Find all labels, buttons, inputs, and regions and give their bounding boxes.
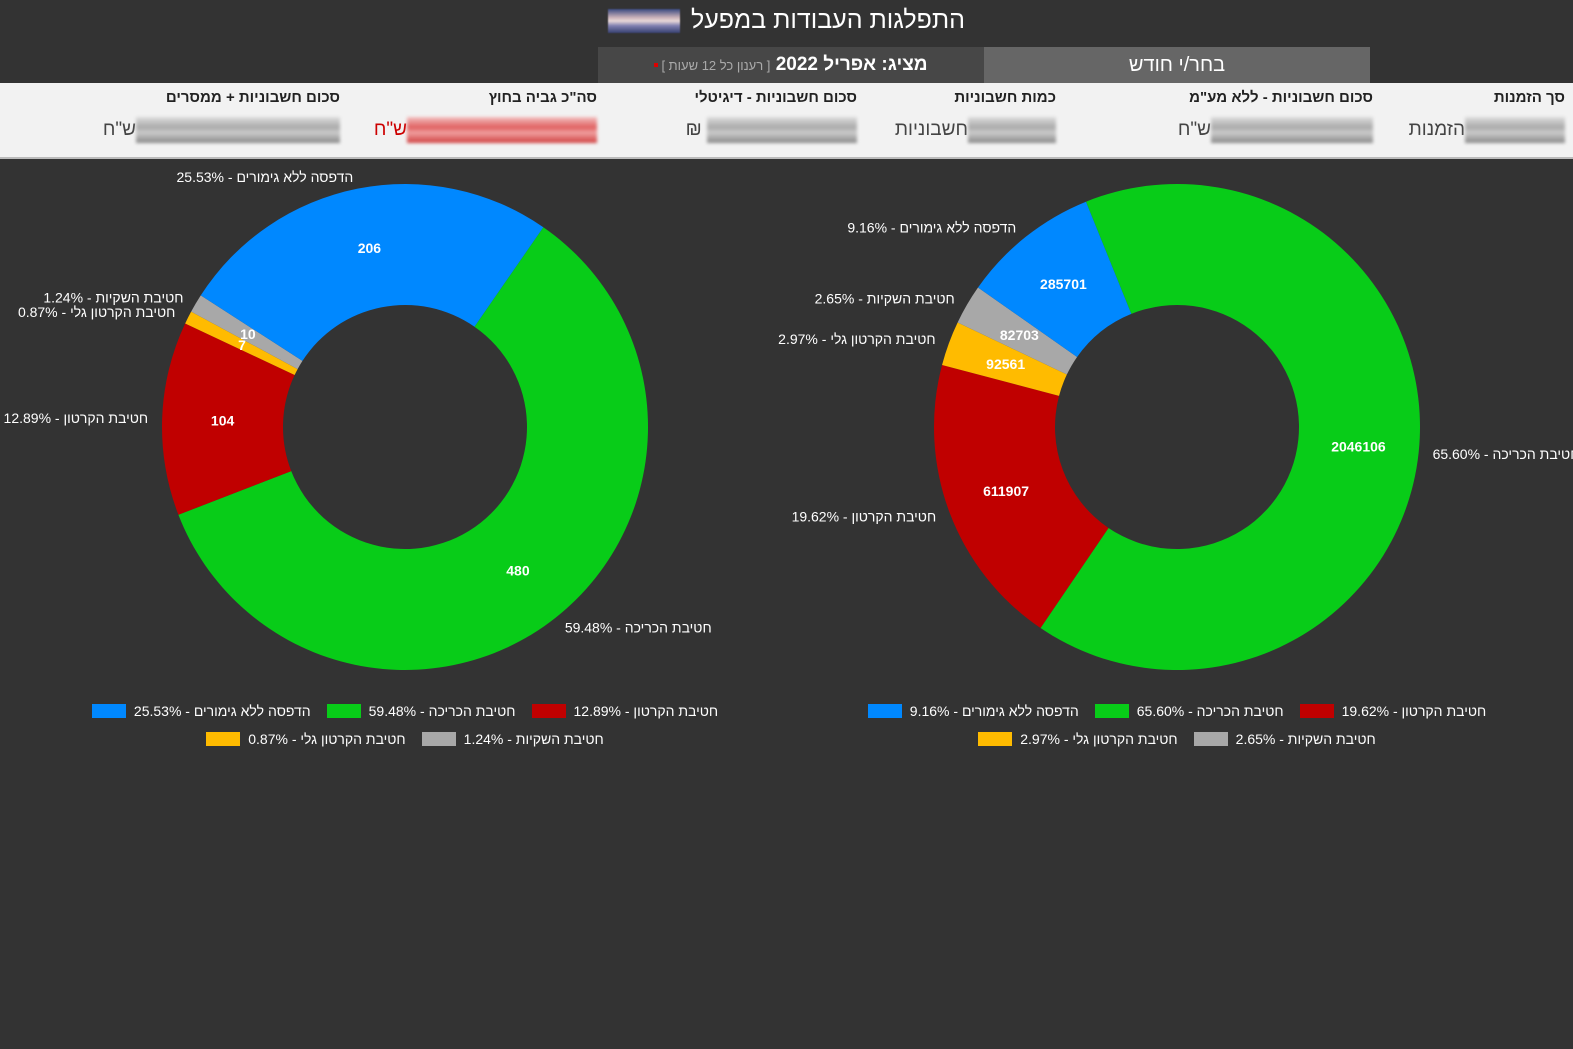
legend-label: חטיבת הכריכה - 65.60% — [1136, 703, 1284, 719]
slice-outer-label: חטיבת הכריכה - 65.60% — [1433, 446, 1573, 462]
slice-0[interactable] — [178, 227, 649, 671]
legend-item[interactable]: חטיבת הקרטון גלי - 2.97% — [978, 731, 1178, 747]
slice-value-label: 611907 — [983, 483, 1029, 499]
kpi-bar: סך הזמנות הזמנות סכום חשבוניות - ללא מע"מ… — [0, 83, 1573, 159]
slice-value-label: 92561 — [986, 356, 1025, 372]
kpi-unit: הזמנות — [1408, 119, 1465, 140]
slice-value-label: 10 — [240, 326, 256, 342]
slice-value-label: 2046106 — [1331, 438, 1386, 454]
slice-outer-label: חטיבת הקרטון גלי - 2.97% — [778, 331, 935, 347]
kpi-invoices-no-vat: סכום חשבוניות - ללא מע"מ ש"ח — [1173, 83, 1373, 159]
refresh-note: [ רענון כל 12 שעות ] — [661, 58, 771, 73]
kpi-value-blurred — [407, 117, 597, 143]
kpi-unit: ש"ח — [373, 119, 407, 140]
kpi-value-blurred — [1211, 117, 1373, 143]
slice-value-label: 104 — [211, 413, 235, 429]
slice-value-label: 82703 — [1000, 327, 1039, 343]
slice-outer-label: חטיבת השקיות - 2.65% — [815, 291, 955, 307]
legend-label: חטיבת הקרטון גלי - 0.87% — [248, 731, 406, 747]
slice-outer-label: חטיבת הקרטון גלי - 0.87% — [18, 304, 175, 320]
slice-1[interactable] — [933, 364, 1109, 629]
legend-label: הדפסה ללא גימורים - 9.16% — [909, 703, 1079, 719]
slice-outer-label: חטיבת הכריכה - 59.48% — [565, 619, 712, 635]
kpi-orders: סך הזמנות הזמנות — [1405, 83, 1565, 159]
kpi-unit: חשבוניות — [894, 119, 968, 140]
title-text: התפלגות העבודות במפעל — [690, 6, 965, 34]
slice-4[interactable] — [978, 201, 1132, 357]
kpi-unit: ₪ — [685, 119, 702, 140]
slice-1[interactable] — [162, 323, 295, 515]
slice-3[interactable] — [957, 287, 1078, 375]
legend-swatch — [1193, 732, 1228, 746]
slice-outer-label: הדפסה ללא גימורים - 9.16% — [847, 219, 1016, 235]
kpi-value-blurred — [136, 117, 340, 143]
legend-swatch — [531, 704, 566, 718]
kpi-invoices-receipts: סכום חשבוניות + ממסרים ש"ח — [90, 83, 340, 159]
legend-amounts: חטיבת הקרטון - 19.62% חטיבת הכריכה - 65.6… — [827, 703, 1527, 747]
kpi-value-blurred — [968, 117, 1056, 143]
legend-swatch — [206, 732, 241, 746]
slice-4[interactable] — [200, 184, 544, 361]
legend-label: חטיבת הקרטון - 19.62% — [1341, 703, 1487, 719]
slice-0[interactable] — [1040, 183, 1420, 670]
kpi-unit: ש"ח — [1177, 119, 1211, 140]
slice-value-label: 480 — [506, 562, 530, 578]
slice-2[interactable] — [942, 322, 1067, 396]
legend-swatch — [326, 704, 361, 718]
legend-label: חטיבת הקרטון - 12.89% — [573, 703, 719, 719]
kpi-label: סכום חשבוניות - ללא מע"מ — [1189, 89, 1373, 106]
slice-value-label: 285701 — [1040, 276, 1087, 292]
kpi-value-blurred — [707, 117, 857, 143]
legend-swatch — [421, 732, 456, 746]
slice-outer-label: הדפסה ללא גימורים - 25.53% — [177, 169, 354, 185]
slice-outer-label: חטיבת השקיות - 1.24% — [43, 289, 183, 305]
legend-item[interactable]: הדפסה ללא גימורים - 25.53% — [91, 703, 311, 719]
kpi-label: סך הזמנות — [1493, 89, 1565, 106]
slice-outer-label: חטיבת הקרטון - 19.62% — [792, 508, 937, 524]
kpi-collection: סה"כ גביה בחוץ ש"ח — [374, 83, 597, 159]
slice-value-label: 7 — [238, 337, 246, 353]
kpi-unit: ש"ח — [102, 119, 136, 140]
company-logo — [608, 9, 681, 34]
legend-item[interactable]: הדפסה ללא גימורים - 9.16% — [867, 703, 1079, 719]
kpi-label: כמות חשבוניות — [954, 89, 1056, 106]
legend-swatch — [1094, 704, 1129, 718]
legend-label: חטיבת הקרטון גלי - 2.97% — [1020, 731, 1178, 747]
kpi-label: סכום חשבוניות + ממסרים — [165, 89, 340, 106]
kpi-label: סכום חשבוניות - דיגיטלי — [694, 89, 857, 106]
legend-item[interactable]: חטיבת השקיות - 1.24% — [421, 731, 604, 747]
status-dot — [654, 62, 659, 67]
pick-month-button[interactable]: בחר/י חודש — [984, 47, 1370, 83]
slice-3[interactable] — [191, 295, 303, 370]
kpi-digital: סכום חשבוניות - דיגיטלי ₪ — [677, 83, 857, 159]
page-title: התפלגות העבודות במפעל — [0, 6, 1573, 35]
slice-2[interactable] — [185, 311, 298, 376]
legend-swatch — [91, 704, 126, 718]
legend-item[interactable]: חטיבת השקיות - 2.65% — [1193, 731, 1376, 747]
legend-label: חטיבת הכריכה - 59.48% — [368, 703, 516, 719]
legend-item[interactable]: חטיבת הכריכה - 65.60% — [1094, 703, 1284, 719]
legend-item[interactable]: חטיבת הקרטון - 12.89% — [531, 703, 719, 719]
legend-item[interactable]: חטיבת הקרטון - 19.62% — [1299, 703, 1487, 719]
showing-label: מציג: אפריל 2022 — [775, 54, 928, 75]
legend-swatch — [978, 732, 1013, 746]
legend-counts: חטיבת הקרטון - 12.89% חטיבת הכריכה - 59.4… — [55, 703, 755, 747]
legend-label: חטיבת השקיות - 2.65% — [1235, 731, 1376, 747]
legend-swatch — [867, 704, 902, 718]
legend-swatch — [1299, 704, 1334, 718]
legend-label: חטיבת השקיות - 1.24% — [463, 731, 604, 747]
kpi-value-blurred — [1465, 117, 1565, 143]
kpi-label: סה"כ גביה בחוץ — [488, 89, 597, 106]
month-bar: מציג: אפריל 2022 [ רענון כל 12 שעות ] בח… — [598, 47, 1370, 83]
legend-item[interactable]: חטיבת הכריכה - 59.48% — [326, 703, 516, 719]
legend-label: הדפסה ללא גימורים - 25.53% — [133, 703, 311, 719]
slice-outer-label: חטיבת הקרטון - 12.89% — [4, 410, 149, 426]
legend-item[interactable]: חטיבת הקרטון גלי - 0.87% — [206, 731, 406, 747]
kpi-invoice-count: כמות חשבוניות חשבוניות — [894, 83, 1056, 159]
slice-value-label: 206 — [358, 240, 382, 256]
current-month: מציג: אפריל 2022 [ רענון כל 12 שעות ] — [598, 47, 984, 83]
